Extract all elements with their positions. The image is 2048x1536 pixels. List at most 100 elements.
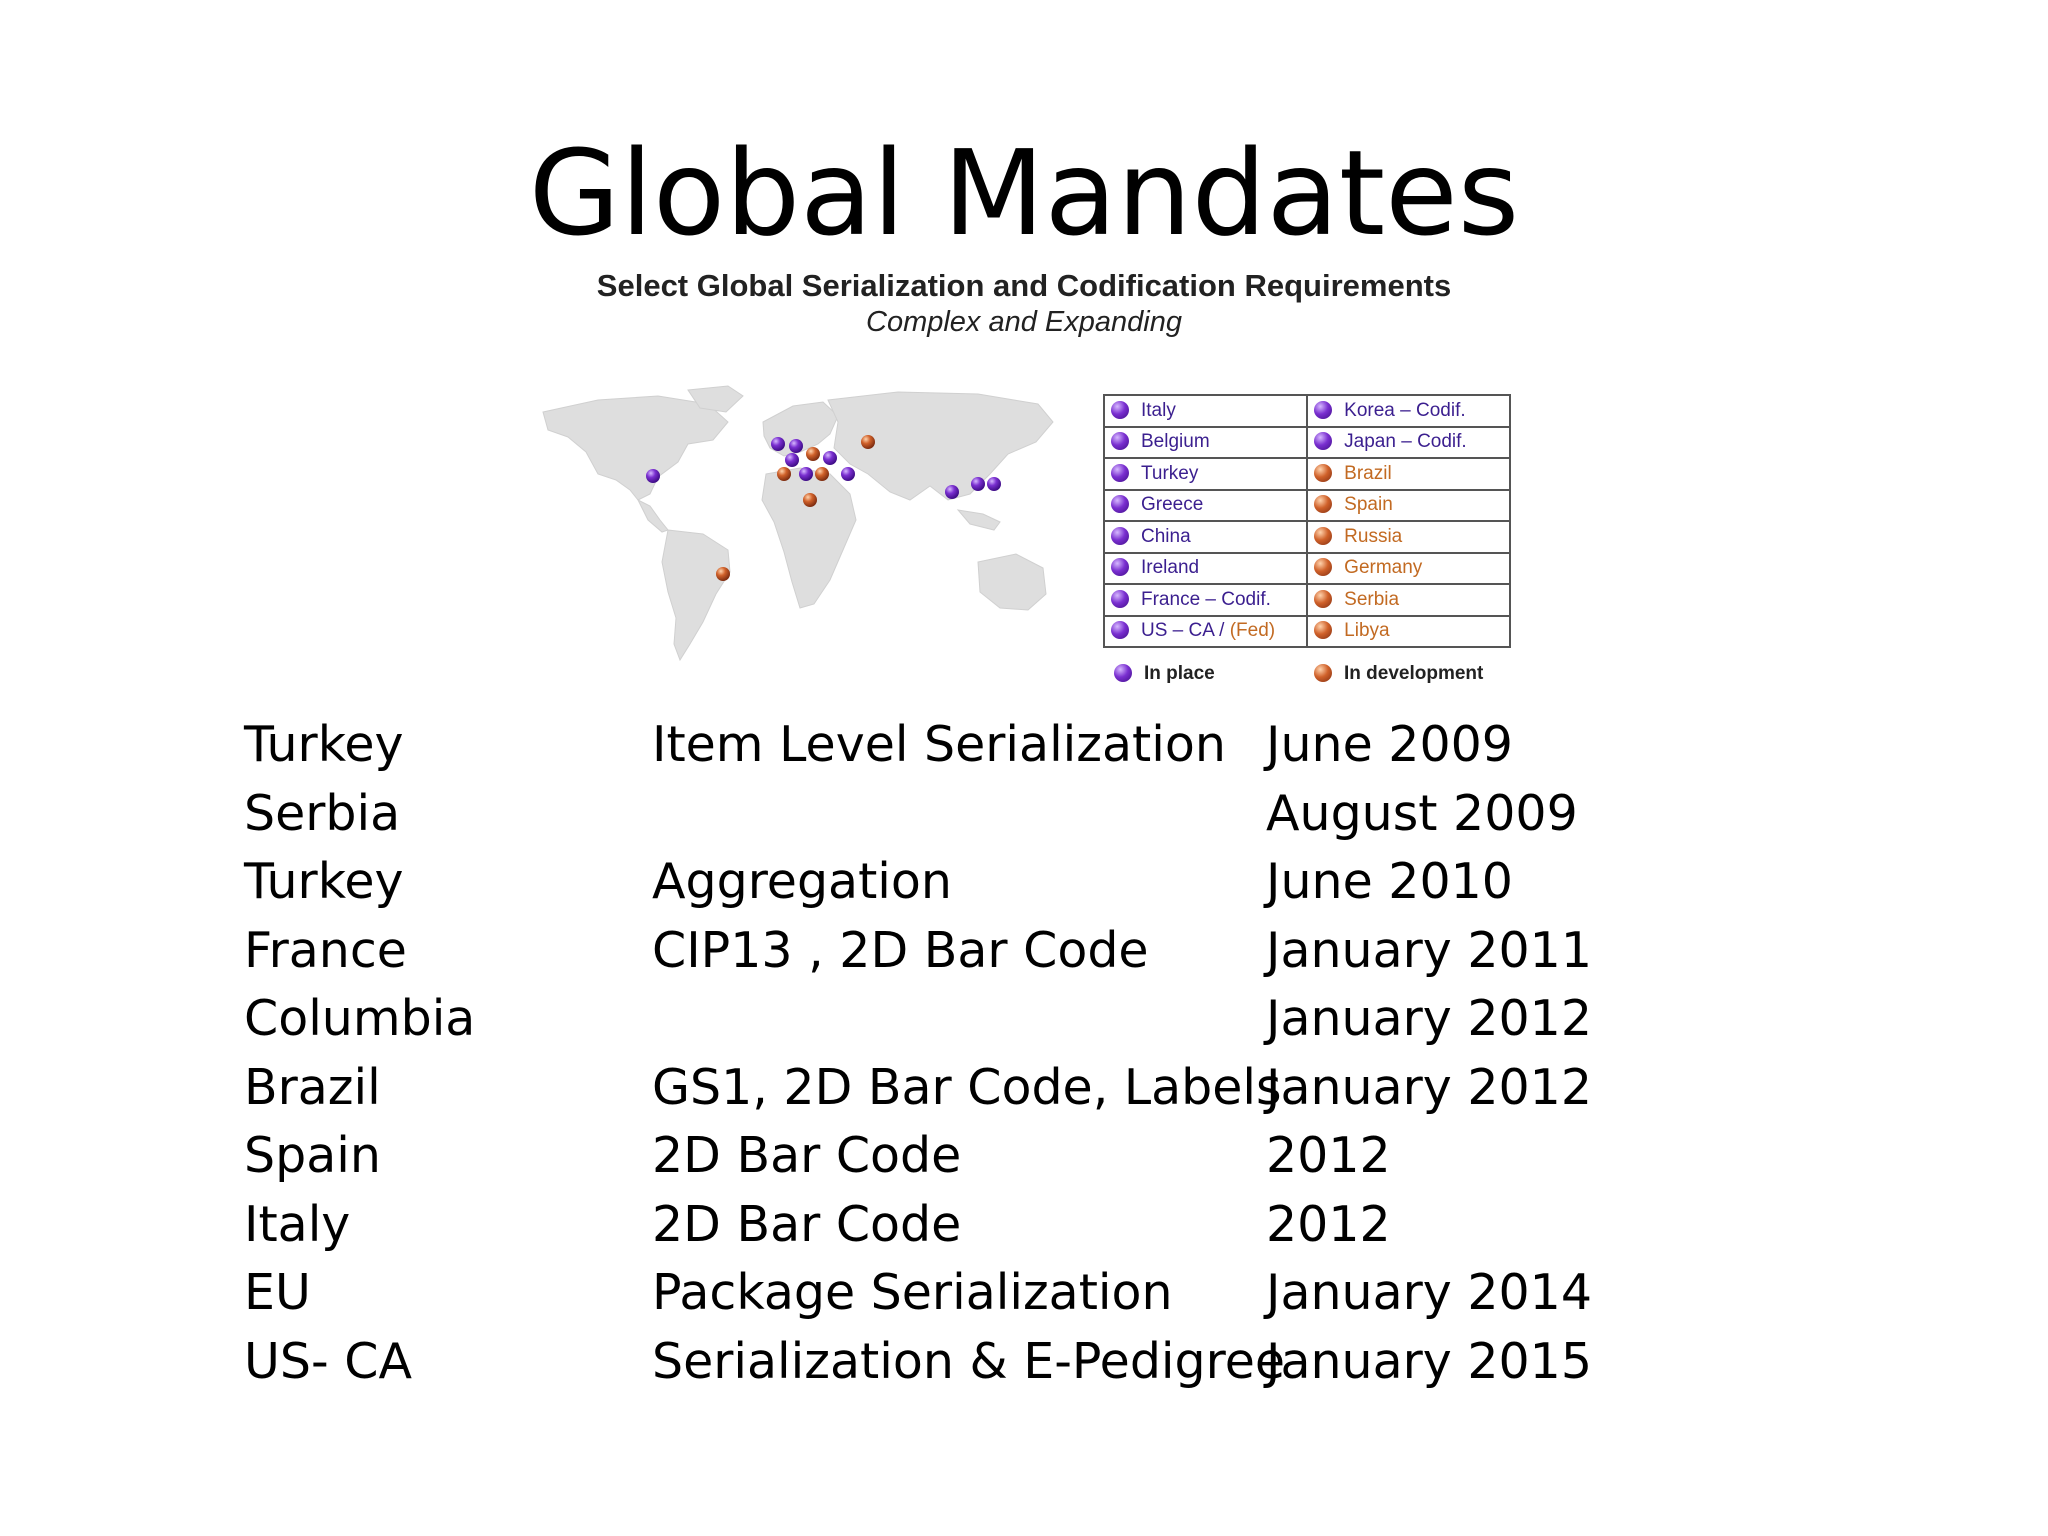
- mandate-row: Spain 2D Bar Code 2012: [244, 1127, 1624, 1196]
- mandate-country: Columbia: [244, 990, 476, 1047]
- legend-country-label: Russia: [1344, 525, 1403, 547]
- legend-country-label: Korea – Codif.: [1344, 399, 1466, 421]
- mandate-row: Brazil GS1, 2D Bar Code, Labels January 20…: [244, 1059, 1624, 1128]
- legend-row: Turkey Brazil: [1102, 457, 1511, 491]
- marker-germany: [806, 447, 820, 461]
- in-place-marker-icon: [1111, 400, 1129, 419]
- mandate-row: Columbia January 2012: [244, 990, 1624, 1059]
- mandate-date: January 2015: [1266, 1332, 1593, 1390]
- marker-china: [945, 485, 959, 499]
- legend-row: China Russia: [1102, 520, 1511, 554]
- mandate-country: Turkey: [244, 853, 404, 910]
- mandate-country: Serbia: [244, 784, 401, 842]
- in-place-marker-icon: [1314, 400, 1333, 419]
- legend-country-label: France – Codif.: [1141, 588, 1271, 610]
- legend-cell: Russia: [1306, 520, 1511, 554]
- legend-row: Greece Spain: [1102, 488, 1511, 522]
- legend-row: France – Codif. Serbia: [1102, 583, 1511, 617]
- marker-turkey: [841, 467, 855, 481]
- in-development-marker-icon: [1314, 621, 1333, 640]
- marker-us-ca: [646, 469, 660, 483]
- legend-country-label: Brazil: [1344, 462, 1392, 484]
- mandate-row: Turkey Item Level Serialization June 2009: [244, 716, 1624, 785]
- in-place-label: In place: [1144, 663, 1215, 684]
- legend-cell: France – Codif.: [1102, 583, 1309, 617]
- mandate-date: 2012: [1266, 1195, 1391, 1253]
- legend-country-label: Italy: [1141, 399, 1176, 421]
- legend-key-in-development: In development: [1314, 663, 1483, 685]
- mandate-requirement: 2D Bar Code: [652, 1127, 962, 1184]
- mandate-date: 2012: [1266, 1127, 1391, 1184]
- australia-shape: [977, 553, 1047, 611]
- legend-row: US – CA / (Fed) Libya: [1102, 614, 1511, 648]
- figure-title: Select Global Serialization and Codifica…: [596, 268, 1452, 303]
- mandate-row: EU Package Serialization January 2014: [244, 1264, 1624, 1333]
- mandate-date: June 2010: [1266, 853, 1513, 910]
- asia-shape: [827, 391, 1054, 501]
- marker-greece: [815, 467, 829, 481]
- legend-country-label: Germany: [1344, 557, 1423, 579]
- in-place-marker-icon: [1314, 432, 1333, 451]
- south-america-shape: [661, 529, 731, 662]
- marker-france: [785, 453, 799, 467]
- mandate-date: August 2009: [1266, 784, 1578, 842]
- legend-row: Ireland Germany: [1102, 551, 1511, 585]
- in-development-marker-icon: [1314, 589, 1333, 608]
- in-development-marker-icon: [1314, 463, 1333, 482]
- mandate-date: January 2012: [1266, 990, 1593, 1047]
- marker-brazil: [716, 567, 730, 581]
- mandate-country: Italy: [244, 1195, 351, 1253]
- mandates-list: Turkey Item Level Serialization June 2009 S…: [244, 716, 1624, 1401]
- world-map: [542, 385, 1054, 662]
- continents: [542, 385, 1054, 662]
- mandate-requirement: 2D Bar Code: [652, 1195, 962, 1253]
- in-place-marker-icon: [1111, 621, 1129, 640]
- mandate-requirement: CIP13 , 2D Bar Code: [652, 921, 1149, 979]
- legend-country-label: Greece: [1141, 494, 1204, 516]
- in-development-marker-icon: [1314, 526, 1333, 545]
- legend-country-label: China: [1141, 525, 1191, 547]
- greenland-shape: [687, 385, 744, 413]
- in-place-marker-icon: [1111, 495, 1129, 514]
- mandate-country: Turkey: [244, 716, 404, 773]
- marker-ireland: [771, 437, 785, 451]
- mandate-date: January 2012: [1266, 1058, 1593, 1116]
- mandate-requirement: Aggregation: [652, 853, 952, 910]
- legend-cell: China: [1102, 520, 1309, 554]
- legend-cell: Spain: [1306, 488, 1511, 522]
- marker-spain: [777, 467, 791, 481]
- legend-table: Italy Korea – Codif. Belgium Japan – Codif.…: [1102, 394, 1511, 648]
- legend-cell: Brazil: [1306, 457, 1511, 491]
- in-place-marker-icon: [1111, 558, 1129, 577]
- legend-cell: Japan – Codif.: [1306, 425, 1511, 459]
- legend-country-label: Serbia: [1344, 588, 1400, 610]
- legend-country-label: Turkey: [1141, 462, 1199, 484]
- mandate-country: US- CA: [244, 1332, 412, 1390]
- mandate-date: January 2011: [1266, 921, 1593, 979]
- mandate-row: Turkey Aggregation June 2010: [244, 853, 1624, 922]
- mandate-country: Spain: [244, 1127, 381, 1184]
- legend-country-label: Japan – Codif.: [1344, 431, 1467, 453]
- mandate-row: US- CA Serialization & E-Pedigree January …: [244, 1333, 1624, 1402]
- mandate-requirement: GS1, 2D Bar Code, Labels: [652, 1058, 1282, 1116]
- in-place-marker-icon: [1111, 589, 1129, 608]
- mandate-row: Serbia August 2009: [244, 785, 1624, 854]
- in-place-marker-icon: [1111, 432, 1129, 451]
- figure-subtitle: Complex and Expanding: [866, 306, 1182, 338]
- legend-cell: Serbia: [1306, 583, 1511, 617]
- in-development-marker-icon: [1314, 664, 1332, 682]
- legend-country-label: US – CA /: [1141, 620, 1230, 642]
- legend-row: Italy Korea – Codif.: [1102, 394, 1511, 428]
- africa-shape: [761, 467, 857, 609]
- marker-serbia: [823, 451, 837, 465]
- marker-belgium: [789, 439, 803, 453]
- marker-korea: [971, 477, 985, 491]
- mandate-row: France CIP13 , 2D Bar Code January 2011: [244, 922, 1624, 991]
- legend-cell: Korea – Codif.: [1306, 394, 1511, 428]
- in-development-marker-icon: [1314, 495, 1333, 514]
- legend-country-label: Ireland: [1141, 557, 1200, 579]
- legend-cell: US – CA / (Fed): [1102, 614, 1309, 648]
- mandate-country: France: [244, 921, 407, 979]
- legend-key-in-place: In place: [1114, 663, 1215, 685]
- legend-country-label: Spain: [1344, 494, 1393, 516]
